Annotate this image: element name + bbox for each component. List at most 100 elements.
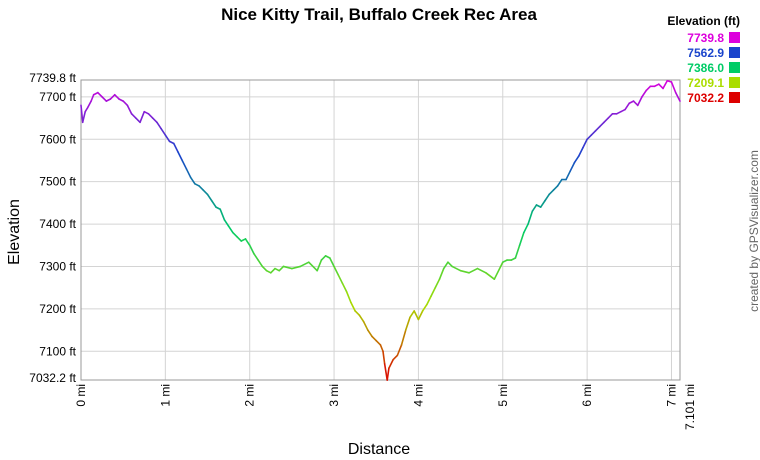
profile-segment bbox=[447, 261, 453, 268]
profile-segment bbox=[160, 127, 167, 136]
profile-segment bbox=[97, 91, 103, 98]
profile-segment bbox=[84, 106, 89, 113]
profile-segment bbox=[404, 316, 411, 331]
profile-segment bbox=[582, 138, 588, 149]
profile-segment bbox=[210, 199, 217, 208]
profile-segment bbox=[662, 79, 669, 90]
y-tick-label: 7739.8 ft bbox=[29, 71, 76, 85]
profile-segment bbox=[354, 310, 361, 317]
profile-segment bbox=[645, 85, 652, 92]
profile-segment bbox=[658, 83, 664, 90]
profile-segment bbox=[299, 261, 310, 268]
y-tick-label: 7300 ft bbox=[39, 259, 76, 273]
profile-segment bbox=[358, 314, 365, 323]
profile-segment bbox=[202, 189, 209, 196]
profile-segment bbox=[544, 193, 550, 202]
profile-segment bbox=[459, 269, 470, 274]
profile-segment bbox=[426, 295, 432, 306]
x-tick-label: 1 mi bbox=[158, 384, 172, 407]
legend-swatch bbox=[729, 62, 740, 73]
profile-segment bbox=[392, 354, 399, 361]
profile-segment bbox=[382, 350, 386, 365]
y-axis-label: Elevation bbox=[6, 199, 23, 265]
profile-segment bbox=[109, 93, 116, 100]
profile-segment bbox=[386, 367, 390, 381]
profile-segment bbox=[573, 155, 580, 164]
x-tick-label: 7 mi bbox=[664, 384, 678, 407]
profile-segment bbox=[172, 142, 179, 153]
profile-segment bbox=[101, 96, 108, 102]
profile-segment bbox=[438, 267, 445, 280]
profile-segment bbox=[367, 329, 373, 338]
profile-segment bbox=[185, 168, 192, 179]
profile-segment bbox=[670, 81, 677, 94]
legend-value: 7386.0 bbox=[687, 61, 724, 75]
legend-value: 7209.1 bbox=[687, 76, 724, 90]
legend-value: 7562.9 bbox=[687, 46, 724, 60]
profile-segment bbox=[632, 100, 639, 107]
legend-value: 7739.8 bbox=[687, 31, 724, 45]
y-tick-label: 7600 ft bbox=[39, 132, 76, 146]
profile-segment bbox=[451, 265, 462, 272]
y-tick-label: 7400 ft bbox=[39, 217, 76, 231]
y-tick-label: 7032.2 ft bbox=[29, 371, 76, 385]
profile-segment bbox=[316, 259, 323, 272]
profile-segment bbox=[468, 267, 479, 274]
x-tick-label: 2 mi bbox=[243, 384, 257, 407]
profile-segment bbox=[624, 102, 631, 111]
y-tick-label: 7100 ft bbox=[39, 344, 76, 358]
y-tick-label: 7700 ft bbox=[39, 90, 76, 104]
profile-segment bbox=[139, 110, 146, 124]
profile-segment bbox=[641, 89, 647, 98]
x-axis-label: Distance bbox=[348, 441, 410, 458]
profile-segment bbox=[523, 223, 529, 234]
profile-segment bbox=[371, 335, 378, 342]
profile-segment bbox=[341, 282, 348, 293]
profile-segment bbox=[227, 225, 234, 234]
chart-title: Nice Kitty Trail, Buffalo Creek Rec Area bbox=[221, 5, 537, 24]
x-tick-label: 0 mi bbox=[74, 384, 88, 407]
profile-segment bbox=[257, 259, 264, 268]
plot-frame bbox=[80, 79, 681, 381]
profile-segment bbox=[248, 244, 255, 255]
profile-segment bbox=[603, 117, 610, 124]
profile-segment bbox=[674, 91, 681, 102]
profile-segment bbox=[130, 113, 137, 119]
profile-segment bbox=[333, 265, 340, 276]
profile-segment bbox=[320, 255, 327, 261]
profile-segment bbox=[527, 210, 534, 225]
profile-segment bbox=[198, 185, 205, 191]
profile-segment bbox=[476, 267, 487, 274]
profile-segment bbox=[493, 261, 504, 280]
profile-segment bbox=[577, 146, 584, 158]
profile-segment bbox=[586, 134, 593, 141]
profile-segment bbox=[126, 104, 133, 115]
y-tick-label: 7500 ft bbox=[39, 175, 76, 189]
profile-segment bbox=[350, 301, 356, 312]
profile-segment bbox=[409, 310, 415, 319]
legend-swatch bbox=[729, 47, 740, 58]
profile-segment bbox=[413, 310, 420, 321]
credit-text: created by GPSVisualizer.com bbox=[747, 150, 760, 312]
legend-title: Elevation (ft) bbox=[667, 14, 740, 28]
profile-segment bbox=[430, 286, 437, 297]
profile-segment bbox=[636, 96, 643, 107]
profile-segment bbox=[81, 110, 87, 124]
profile-segment bbox=[177, 151, 184, 162]
profile-segment bbox=[388, 358, 394, 370]
profile-segment bbox=[417, 310, 424, 321]
profile-segment bbox=[232, 231, 238, 238]
y-tick-label: 7200 ft bbox=[39, 302, 76, 316]
profile-segment bbox=[421, 303, 428, 312]
profile-segment bbox=[236, 235, 243, 242]
profile-segment bbox=[594, 125, 601, 132]
x-tick-label: 6 mi bbox=[580, 384, 594, 407]
legend-swatch bbox=[729, 77, 740, 88]
x-tick-label: 5 mi bbox=[496, 384, 510, 407]
profile-segment bbox=[485, 272, 496, 280]
grid bbox=[80, 79, 680, 381]
profile-segment bbox=[206, 193, 213, 202]
profile-segment bbox=[189, 176, 196, 185]
